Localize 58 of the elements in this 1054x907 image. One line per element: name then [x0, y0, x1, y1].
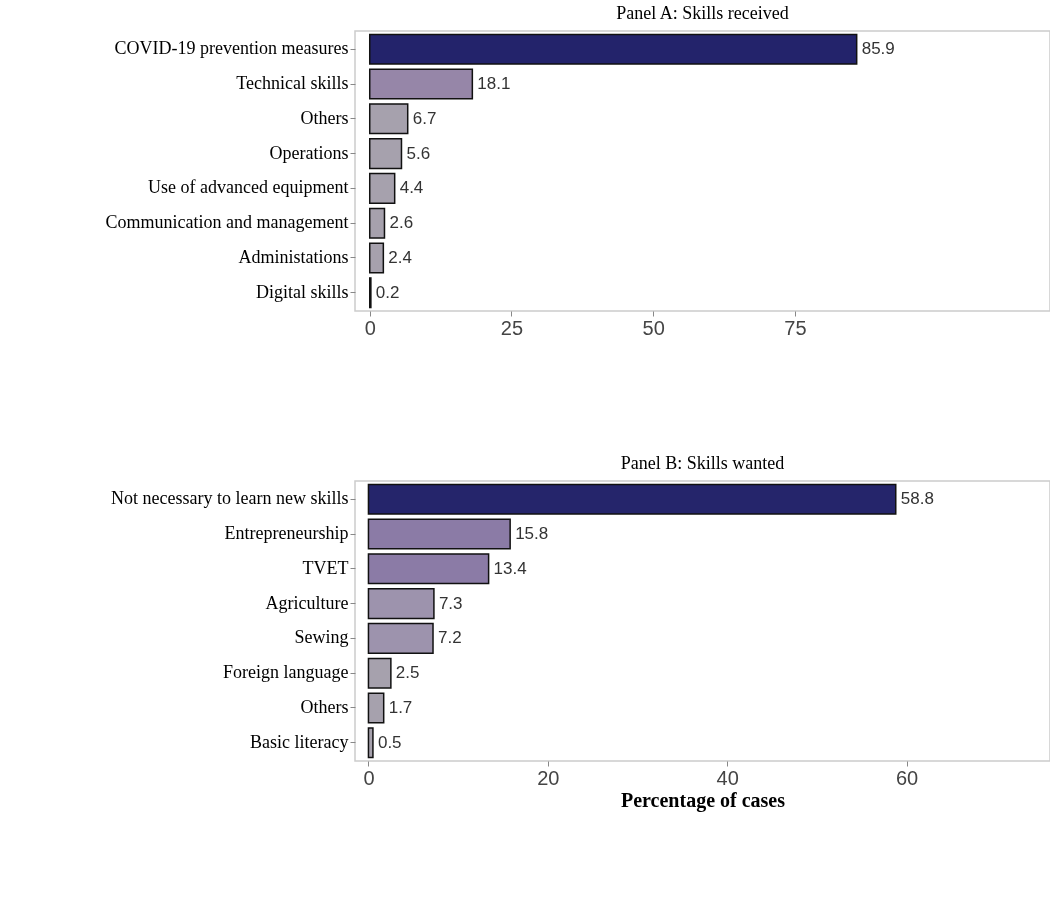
y-tick-label: Technical skills [236, 73, 349, 94]
x-tick-label: 40 [716, 766, 739, 789]
bar [367, 518, 511, 550]
data-label: 18.1 [477, 74, 511, 94]
x-tick-label: 60 [895, 766, 919, 789]
data-label: 2.5 [395, 663, 420, 683]
data-label: 4.4 [399, 178, 424, 198]
y-tick-label: Others [300, 696, 349, 717]
data-label: 85.9 [861, 39, 895, 59]
data-label: 1.7 [388, 697, 413, 717]
data-label: 0.2 [375, 282, 400, 302]
y-tick-label: Not necessary to learn new skills [111, 488, 349, 509]
x-tick-label: 20 [537, 766, 560, 789]
bar [367, 622, 434, 654]
y-tick-label: Foreign language [223, 662, 349, 683]
y-tick-label: Use of advanced equipment [148, 177, 349, 198]
x-tick-label: 0 [363, 766, 375, 789]
x-tick-label: 50 [642, 316, 665, 339]
chart-title: Panel A: Skills received [616, 3, 789, 23]
data-label: 0.5 [377, 732, 402, 752]
data-label: 13.4 [493, 558, 527, 578]
x-axis-title: Percentage of cases [620, 788, 786, 812]
bar [368, 207, 386, 239]
bar [367, 588, 435, 620]
bar [368, 33, 858, 65]
data-label: 7.2 [438, 628, 462, 648]
bar [367, 483, 897, 515]
y-tick-label: Digital skills [255, 281, 349, 302]
y-tick-label: Operations [269, 142, 349, 163]
data-label: 2.4 [388, 247, 412, 267]
bar [367, 692, 385, 724]
y-tick-label: COVID-19 prevention measures [114, 38, 349, 59]
data-label: 15.8 [515, 524, 549, 544]
y-tick-label: Communication and management [105, 212, 349, 233]
bar [368, 103, 409, 135]
bar [368, 138, 403, 170]
y-tick-label: Entrepreneurship [224, 523, 349, 544]
data-label: 58.8 [900, 489, 934, 509]
bar [368, 68, 474, 100]
bar [367, 553, 490, 585]
bar [367, 727, 374, 759]
data-label: 2.6 [389, 213, 414, 233]
data-label: 5.6 [406, 143, 431, 163]
x-tick-label: 0 [364, 316, 376, 339]
y-tick-label: Basic literacy [250, 731, 349, 752]
y-tick-label: TVET [302, 557, 349, 578]
y-tick-label: Administations [238, 246, 349, 267]
bar [367, 657, 392, 689]
y-tick-label: Sewing [294, 627, 349, 648]
chart-title: Panel B: Skills wanted [620, 453, 785, 473]
y-tick-label: Agriculture [265, 592, 349, 613]
x-tick-label: 75 [784, 316, 807, 339]
x-tick-label: 25 [500, 316, 524, 339]
bar [368, 242, 385, 274]
bar [368, 172, 396, 204]
data-label: 7.3 [438, 593, 463, 613]
data-label: 6.7 [412, 108, 437, 128]
y-tick-label: Others [300, 107, 349, 128]
